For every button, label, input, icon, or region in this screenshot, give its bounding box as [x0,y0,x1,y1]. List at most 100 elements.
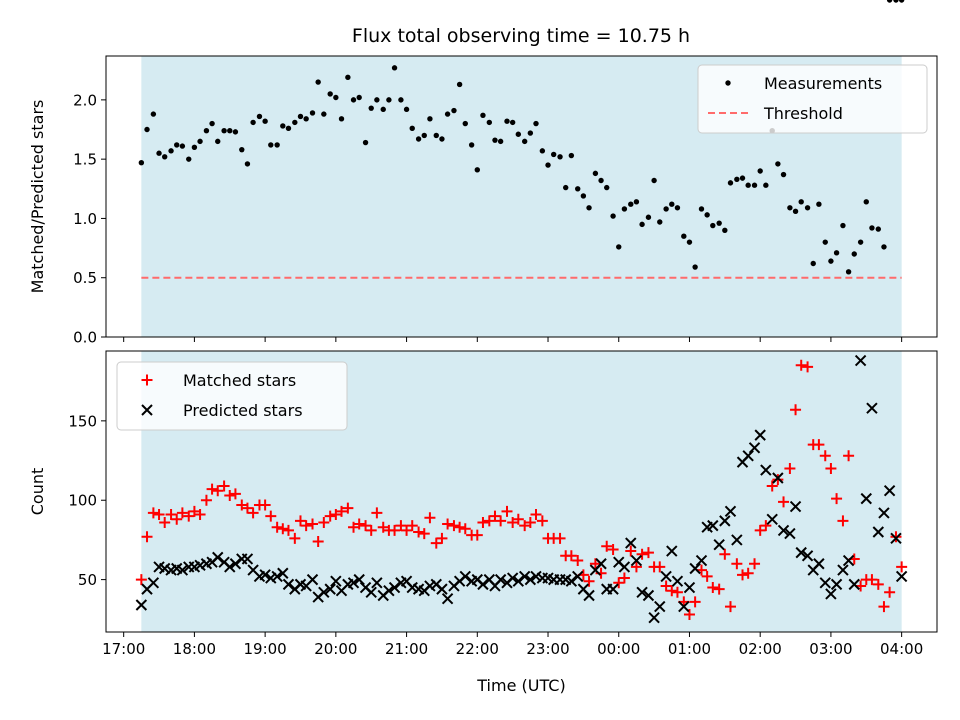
matched-star-point [194,509,206,521]
measurement-point [563,184,569,191]
measurement-point [628,201,634,207]
measurement-point [403,106,410,113]
measurement-point [745,182,751,188]
matched-star-point [630,561,642,573]
measurement-point [492,137,498,143]
predicted-star-point [436,583,448,595]
matched-star-point [200,494,212,506]
measurement-point [451,107,457,114]
matched-star-point [324,510,336,522]
matched-star-point [183,510,195,522]
matched-star-point [519,520,531,532]
top-axes-frame [105,55,938,338]
measurement-point [810,260,816,267]
predicted-star-point [636,586,648,599]
predicted-star-point [512,575,525,587]
measurement-point [863,199,869,205]
predicted-star-point [353,573,365,586]
x-tick-label: 00:00 [597,640,640,658]
predicted-star-point [890,532,902,545]
bottom-axis-ticks: 17:00 18:00 19:00 20:00 21:00 22:00 23:00 00:00… [68,412,923,658]
matched-star-point [206,483,218,495]
matched-star-point [413,526,425,538]
measurement-point [345,74,351,81]
measurement-point [162,154,168,160]
matched-star-point [737,569,749,581]
matched-star-point [395,520,407,532]
measurement-point [486,119,493,126]
predicted-star-point [707,519,719,532]
measurement-point [186,156,192,162]
predicted-star-point [371,577,383,589]
y-tick-label: 1.5 [73,151,97,169]
measurement-point [398,97,404,103]
measurement-point [262,118,268,124]
x-axis-label: Time (UTC) [476,676,565,695]
x-tick-label: 03:00 [809,640,852,658]
predicted-star-point [860,492,872,505]
matched-star-point [483,515,495,527]
matched-star-point [300,520,312,532]
matched-star-point [282,524,294,536]
matched-star-point [896,561,908,573]
matched-star-point [495,515,507,527]
top-legend: Measurements Threshold [697,64,928,134]
predicted-star-point [441,592,454,605]
matched-star-point [795,359,807,371]
predicted-star-point [147,577,160,589]
predicted-star-point [813,558,825,570]
matched-star-point [742,567,754,579]
measurement-point [751,182,758,188]
matched-star-point [454,521,466,533]
measurement-point [580,193,587,199]
chart-title: Flux total observing time = 10.75 h [352,25,690,47]
measurement-point [150,111,157,117]
measurement-point [698,206,705,212]
measurement-point [857,239,864,245]
matched-star-point [790,404,802,416]
matched-star-point [277,523,289,535]
legend-dot-swatch [725,80,731,86]
measurement-point [663,206,669,212]
bottom-legend: Matched stars Predicted stars [116,361,348,431]
measurement-point [804,205,811,211]
matched-star-point [878,601,890,613]
matched-star-point [436,532,448,544]
measurement-point [433,132,439,139]
predicted-star-point [306,573,319,586]
predicted-star-point [760,464,772,476]
predicted-star-point [625,537,637,549]
matched-star-point [802,361,814,373]
measurement-point [227,127,233,134]
measurement-point [209,120,215,127]
matched-star-point [259,499,271,511]
y-tick-label: 2.0 [73,91,97,109]
measurement-point [362,139,369,146]
matched-star-point [159,516,171,528]
x-tick-label: 21:00 [385,640,428,658]
measurement-point [374,97,380,103]
legend-label: Measurements [764,74,882,93]
measurement-point [557,154,563,160]
measurement-point [840,222,846,229]
measurement-point [792,208,799,215]
matched-star-point [872,578,884,590]
matched-star-point [165,509,177,521]
measurement-point [881,244,887,250]
matched-star-point [778,496,790,508]
measurement-point [610,213,616,219]
x-tick-label: 20:00 [314,640,357,658]
measurement-point [138,160,145,166]
measurement-point [174,142,180,148]
predicted-star-point [872,526,885,538]
matched-star-point [365,524,377,536]
measurement-point [686,239,693,245]
matched-star-point [589,558,601,570]
predicted-star-point [654,600,666,613]
measurement-point [681,233,687,239]
x-tick-label: 22:00 [456,640,499,658]
y-tick-label: 0.0 [73,329,97,347]
matched-star-point [430,537,442,549]
measurement-point [527,130,534,136]
